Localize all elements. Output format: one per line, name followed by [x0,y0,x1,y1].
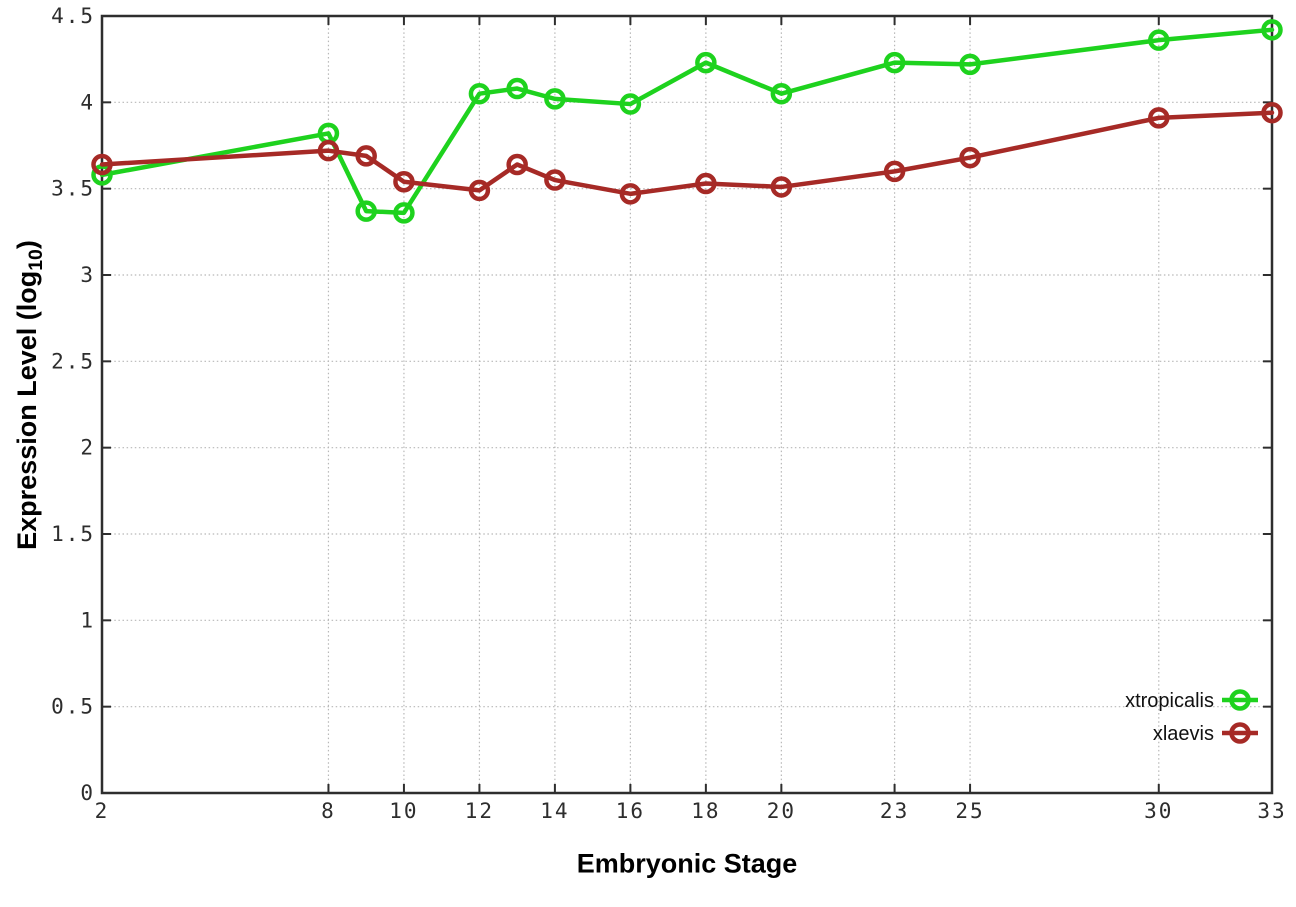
y-axis-title-subscript: 10 [25,249,48,271]
data-point-xlaevis [619,183,642,205]
data-point-xlaevis [883,160,906,183]
data-point-xtropicalis [506,77,528,100]
x-tick-label: 8 [321,799,336,823]
data-point-xlaevis [959,146,981,169]
x-tick-label: 12 [465,799,494,823]
data-point-xlaevis [1261,101,1283,124]
data-point-xtropicalis [959,53,981,76]
data-point-xtropicalis [355,200,377,222]
x-tick-label: 23 [880,799,909,823]
x-tick-label: 16 [616,799,645,823]
data-point-xlaevis [317,139,340,162]
data-point-xtropicalis [695,51,717,74]
data-point-xtropicalis [1261,19,1283,41]
y-tick-label: 0 [80,781,95,805]
data-point-xtropicalis [544,88,566,110]
series-line-xlaevis [99,110,1275,197]
legend-label-xtropicalis: xtropicalis [1125,690,1214,712]
y-tick-label: 2.5 [51,349,95,373]
data-point-xtropicalis [468,82,491,105]
plot-border [100,14,1274,795]
legend-sample-marker-xlaevis [1229,722,1251,744]
legend-sample-marker-xtropicalis [1229,689,1251,711]
data-point-xtropicalis [883,51,906,74]
x-axis-title: Embryonic Stage [576,848,798,879]
data-point-xlaevis [544,169,566,191]
data-point-xlaevis [1148,107,1170,129]
y-tick-label: 2 [80,436,95,460]
y-tick-label: 0.5 [51,695,95,719]
y-axis-title-close: ) [11,240,42,250]
x-tick-label: 20 [767,799,796,823]
x-tick-label: 10 [389,799,418,823]
y-tick-label: 1 [80,608,95,632]
x-tick-label: 30 [1144,799,1173,823]
data-point-xtropicalis [619,93,642,115]
data-point-xtropicalis [1148,29,1170,51]
data-point-xtropicalis [393,202,415,224]
y-tick-label: 1.5 [51,522,95,546]
data-point-xtropicalis [770,82,793,105]
y-tick-label: 4.5 [51,4,95,28]
y-axis-title-text: Expression Level (log [11,270,42,550]
x-tick-label: 33 [1257,799,1286,823]
data-point-xlaevis [770,176,793,198]
x-tick-label: 2 [95,799,110,823]
y-axis-title: Expression Level (log10) [12,240,48,550]
data-point-xlaevis [91,153,113,176]
y-tick-label: 4 [80,90,95,114]
x-tick-label: 25 [955,799,984,823]
data-point-xlaevis [393,171,415,193]
data-point-xlaevis [506,153,528,176]
data-point-xlaevis [468,179,491,202]
legend-label-xlaevis: xlaevis [1153,723,1214,745]
x-tick-label: 18 [691,799,720,823]
y-tick-label: 3.5 [51,177,95,201]
data-point-xlaevis [355,145,377,167]
x-tick-label: 14 [540,799,569,823]
data-point-xlaevis [695,172,717,195]
y-tick-label: 3 [80,263,95,287]
